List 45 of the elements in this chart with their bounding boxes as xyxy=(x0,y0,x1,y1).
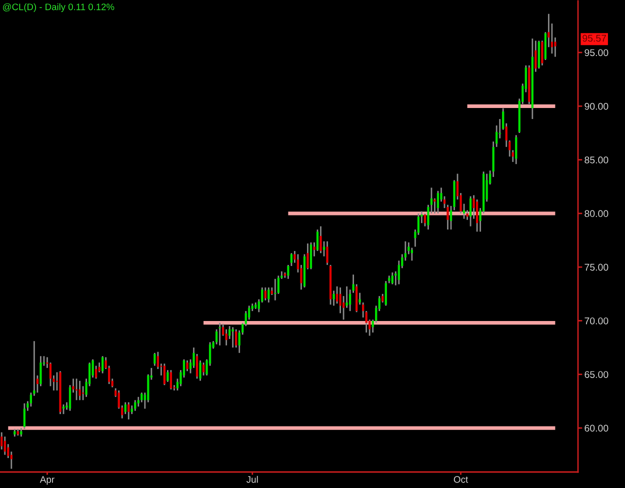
y-tick-label: 85.00 xyxy=(584,156,608,164)
candlestick xyxy=(202,362,205,376)
candlestick xyxy=(137,396,140,408)
candlestick xyxy=(268,286,270,304)
candlestick xyxy=(170,369,172,390)
candlestick xyxy=(186,360,188,372)
y-tick-label: 80.00 xyxy=(584,210,608,218)
candlestick xyxy=(336,286,338,304)
candlestick xyxy=(332,290,335,306)
candlestick xyxy=(218,322,221,346)
y-tick-label: 95.00 xyxy=(584,49,608,56)
candlestick xyxy=(163,362,166,386)
candlestick xyxy=(4,436,6,456)
y-tick-label: 90.00 xyxy=(584,102,608,110)
candlestick xyxy=(346,286,348,309)
y-tick-label: 75.00 xyxy=(584,264,608,271)
candlestick xyxy=(124,402,126,415)
candlestick xyxy=(554,36,556,58)
candlestick xyxy=(436,190,440,214)
x-tick-label: Jul xyxy=(246,476,258,483)
candlestick xyxy=(264,286,266,302)
candlestick xyxy=(424,212,426,228)
x-tick-label: Apr xyxy=(40,476,54,485)
x-tick-label: Oct xyxy=(454,476,468,483)
y-tick-label: 70.00 xyxy=(584,317,608,324)
text: 95.57 xyxy=(582,34,606,42)
candlestick xyxy=(128,402,130,420)
candlestick xyxy=(322,240,326,258)
candlestick xyxy=(391,272,394,285)
candlestick xyxy=(476,198,478,232)
y-tick-label: 60.00 xyxy=(584,424,608,432)
candlestick xyxy=(384,280,387,306)
candlestick xyxy=(515,134,518,165)
candlestick xyxy=(78,380,81,401)
candlestick xyxy=(320,226,322,254)
candlestick xyxy=(313,242,316,258)
candlestick xyxy=(434,198,436,214)
candlestick xyxy=(166,369,169,383)
candlestick xyxy=(310,242,312,270)
candlestick xyxy=(469,196,472,228)
candlestick xyxy=(154,352,156,366)
chart-title: @CL(D) - Daily 0.11 0.12% xyxy=(3,3,114,12)
y-tick-label: 65.00 xyxy=(584,371,608,378)
candlestick xyxy=(326,240,328,266)
candlestick xyxy=(102,355,104,374)
